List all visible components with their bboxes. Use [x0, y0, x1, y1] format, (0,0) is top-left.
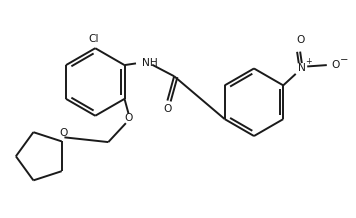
Text: −: −	[340, 55, 349, 65]
Text: O: O	[331, 60, 340, 70]
Text: Cl: Cl	[88, 34, 99, 44]
Text: O: O	[124, 113, 133, 123]
Text: NH: NH	[142, 58, 158, 68]
Text: N: N	[298, 63, 306, 73]
Text: O: O	[59, 128, 68, 138]
Text: +: +	[305, 56, 312, 66]
Text: O: O	[296, 35, 304, 45]
Text: O: O	[163, 104, 172, 114]
